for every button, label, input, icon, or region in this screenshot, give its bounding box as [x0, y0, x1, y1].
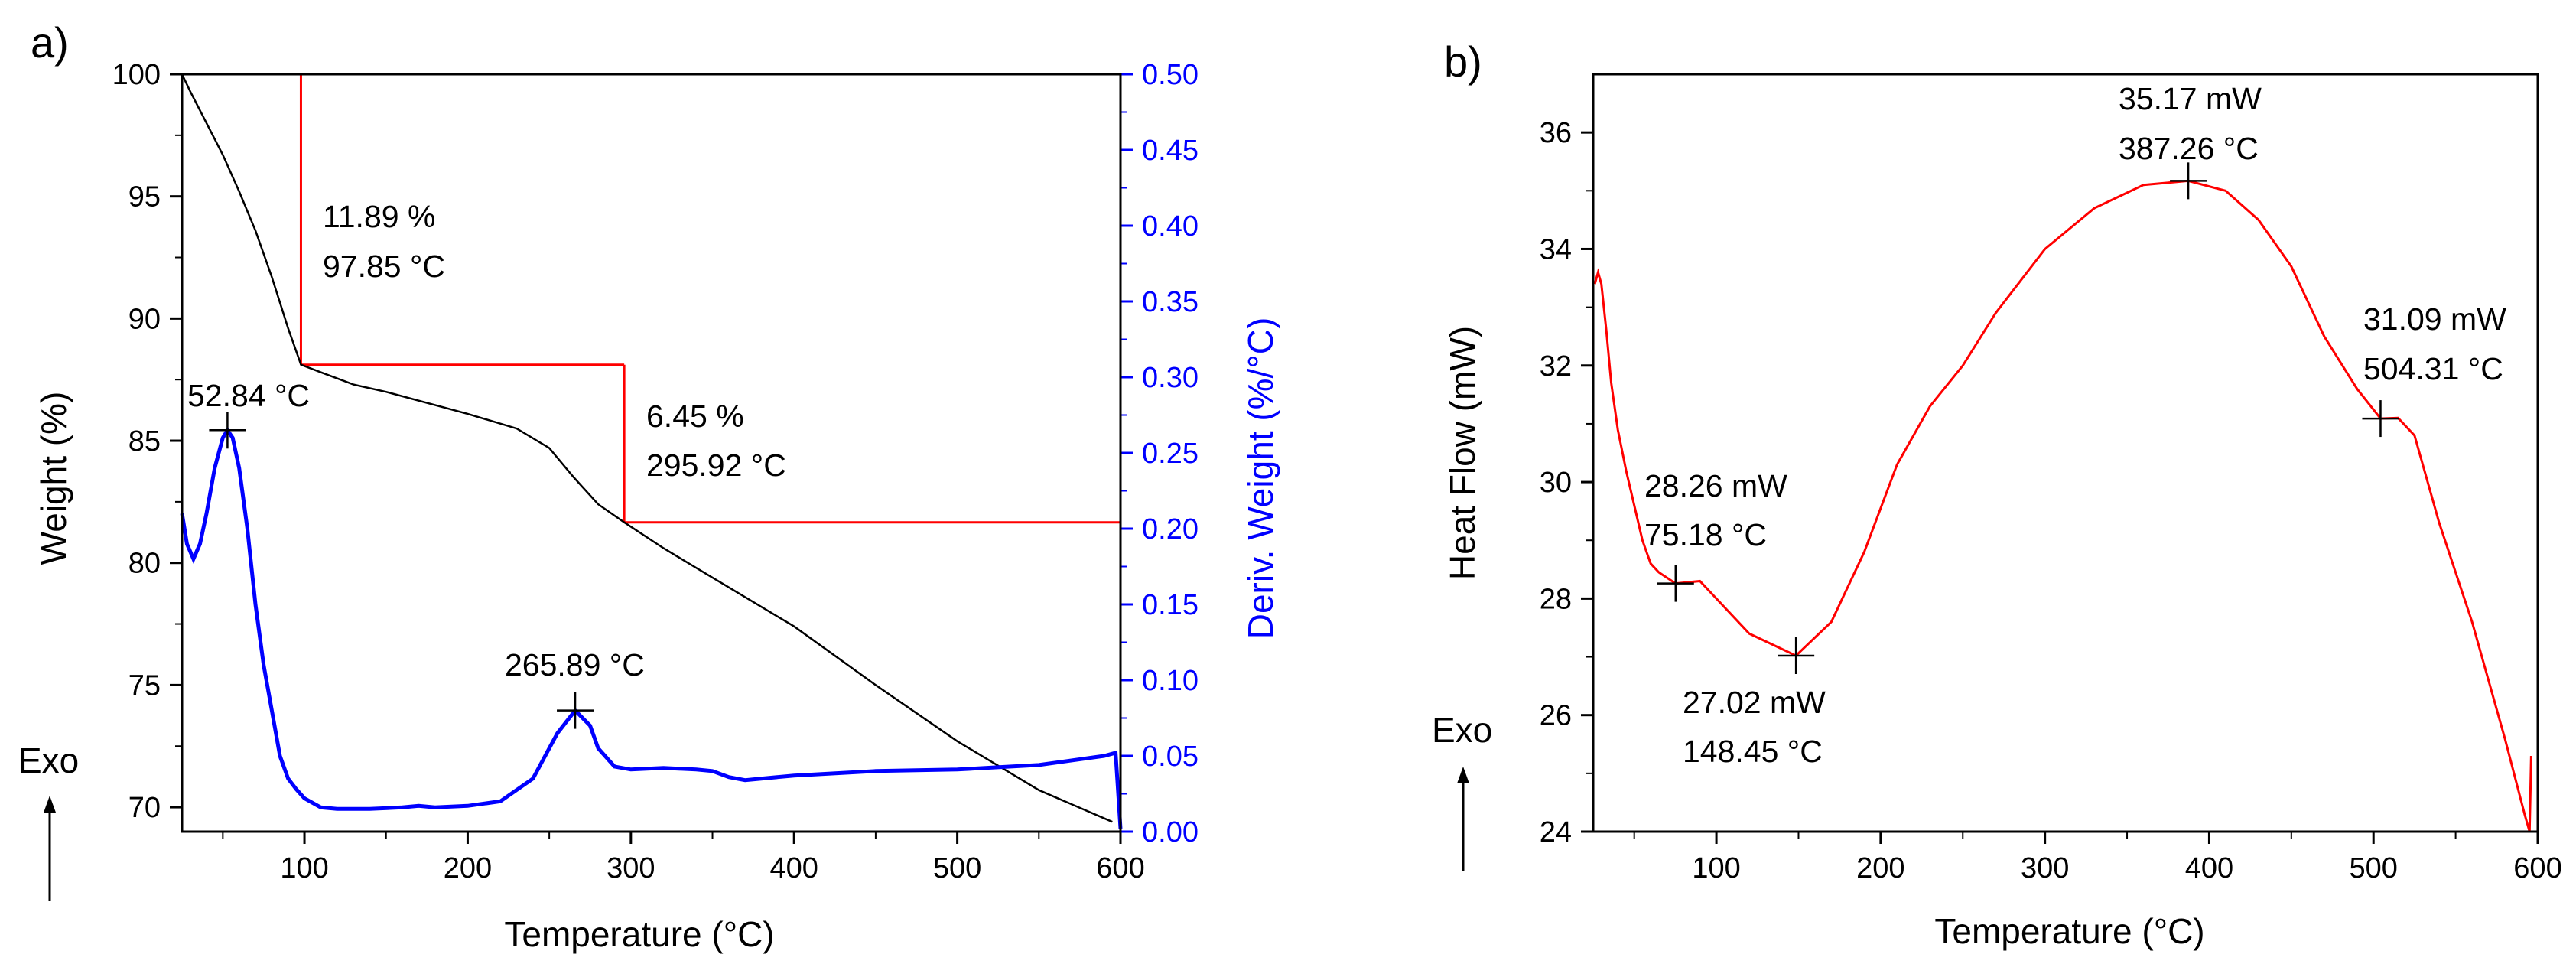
weight-curve [181, 73, 1113, 823]
panel-b-x-ticks: 100 200 300 400 500 600 [1633, 832, 2562, 884]
panel-a-exo-arrowhead-icon [44, 796, 56, 813]
y-tick-label: 24 [1540, 816, 1572, 848]
panel-b-plot-frame [1592, 73, 2539, 833]
y-tick-label: 80 [128, 548, 161, 580]
panel-a-y-axis-title: Weight (%) [34, 392, 73, 565]
x-tick-label: 600 [1096, 852, 1144, 884]
annot-2-heat: 27.02 mW [1683, 685, 1826, 720]
heat-flow-curve [1593, 179, 2532, 832]
y2-tick-label: 0.35 [1142, 286, 1199, 318]
x-tick-label: 500 [2350, 852, 2398, 884]
panel-a-exo-label: Exo [18, 741, 79, 780]
panel-a-label: a) [31, 18, 69, 67]
annot-2-temp: 148.45 °C [1683, 734, 1823, 769]
y-tick-label: 36 [1540, 117, 1572, 149]
annot-3-heat: 35.17 mW [2119, 81, 2262, 116]
x-tick-label: 500 [933, 852, 981, 884]
step2-loss-label: 6.45 % [646, 399, 744, 434]
panel-b-y-ticks: 24 26 28 30 32 34 36 [1540, 117, 1593, 848]
panel-a-y-ticks: 70 75 80 85 90 95 100 [112, 59, 182, 824]
y-tick-label: 28 [1540, 583, 1572, 615]
heat-point-4-marker [2362, 400, 2399, 438]
panel-a-step-lines [299, 74, 1120, 524]
y2-tick-label: 0.40 [1142, 210, 1199, 243]
panel-a-x-axis-title: Temperature (°C) [504, 914, 774, 954]
y2-tick-label: 0.15 [1142, 589, 1199, 621]
x-tick-label: 600 [2513, 852, 2561, 884]
annot-1-heat: 28.26 mW [1644, 468, 1787, 503]
annot-3-temp: 387.26 °C [2119, 131, 2259, 166]
heat-point-1-marker [1657, 565, 1694, 602]
y2-tick-label: 0.45 [1142, 135, 1199, 167]
panel-b-point-markers [1657, 162, 2399, 675]
x-tick-label: 100 [280, 852, 328, 884]
panel-a-x-ticks: 100 200 300 400 500 600 [222, 832, 1145, 884]
y-tick-label: 32 [1540, 350, 1572, 383]
x-tick-label: 400 [770, 852, 818, 884]
peak2-label: 265.89 °C [505, 647, 645, 682]
panel-b-label: b) [1444, 37, 1482, 86]
panel-a-y2-axis-title: Deriv. Weight (%/°C) [1241, 318, 1280, 640]
panel-a-y2-ticks: 0.00 0.05 0.10 0.15 0.20 0.25 0.30 0.35 0.40 0.45… [1119, 59, 1199, 848]
y-tick-label: 95 [128, 181, 161, 213]
step1-loss-label: 11.89 % [323, 199, 435, 234]
y2-tick-label: 0.50 [1142, 59, 1199, 91]
x-tick-label: 200 [1856, 852, 1904, 884]
y2-tick-label: 0.00 [1142, 816, 1199, 848]
panel-a-tga: a) 100 200 300 400 500 600 70 75 80 85 90 95 100 0.… [18, 18, 1280, 954]
panel-a-peak-markers [209, 412, 594, 729]
y2-tick-label: 0.05 [1142, 741, 1199, 773]
deriv-weight-curve [180, 426, 1123, 829]
y-tick-label: 70 [128, 792, 161, 824]
panel-b-dsc: b) 100 200 300 400 500 600 24 26 28 30 32 34 36 28.… [1432, 37, 2562, 951]
heat-point-3-marker [2170, 162, 2207, 200]
peak-2-marker [557, 692, 594, 729]
y2-tick-label: 0.25 [1142, 438, 1199, 470]
panel-b-y-axis-title: Heat Flow (mW) [1442, 326, 1482, 580]
x-tick-label: 300 [2021, 852, 2069, 884]
x-tick-label: 400 [2185, 852, 2233, 884]
y-tick-label: 100 [112, 59, 161, 91]
step2-temp-label: 295.92 °C [646, 448, 786, 483]
y-tick-label: 90 [128, 303, 161, 335]
x-tick-label: 200 [444, 852, 492, 884]
panel-a-plot-frame [181, 73, 1122, 833]
y2-tick-label: 0.30 [1142, 362, 1199, 394]
annot-1-temp: 75.18 °C [1644, 517, 1767, 552]
peak-1-marker [209, 412, 246, 449]
y-tick-label: 34 [1540, 233, 1572, 265]
x-tick-label: 100 [1692, 852, 1740, 884]
panel-b-exo-arrowhead-icon [1457, 767, 1469, 783]
y2-tick-label: 0.10 [1142, 665, 1199, 697]
panel-b-x-axis-title: Temperature (°C) [1934, 911, 2204, 951]
y-tick-label: 30 [1540, 467, 1572, 499]
panel-b-exo-label: Exo [1432, 710, 1492, 750]
y-tick-label: 75 [128, 669, 161, 702]
y-tick-label: 85 [128, 425, 161, 458]
y-tick-label: 26 [1540, 700, 1572, 732]
heat-point-2-marker [1778, 637, 1815, 675]
step1-temp-label: 97.85 °C [323, 249, 445, 284]
peak1-label: 52.84 °C [187, 378, 310, 413]
annot-4-temp: 504.31 °C [2363, 351, 2503, 386]
y2-tick-label: 0.20 [1142, 513, 1199, 545]
annot-4-heat: 31.09 mW [2363, 301, 2506, 337]
x-tick-label: 300 [607, 852, 655, 884]
